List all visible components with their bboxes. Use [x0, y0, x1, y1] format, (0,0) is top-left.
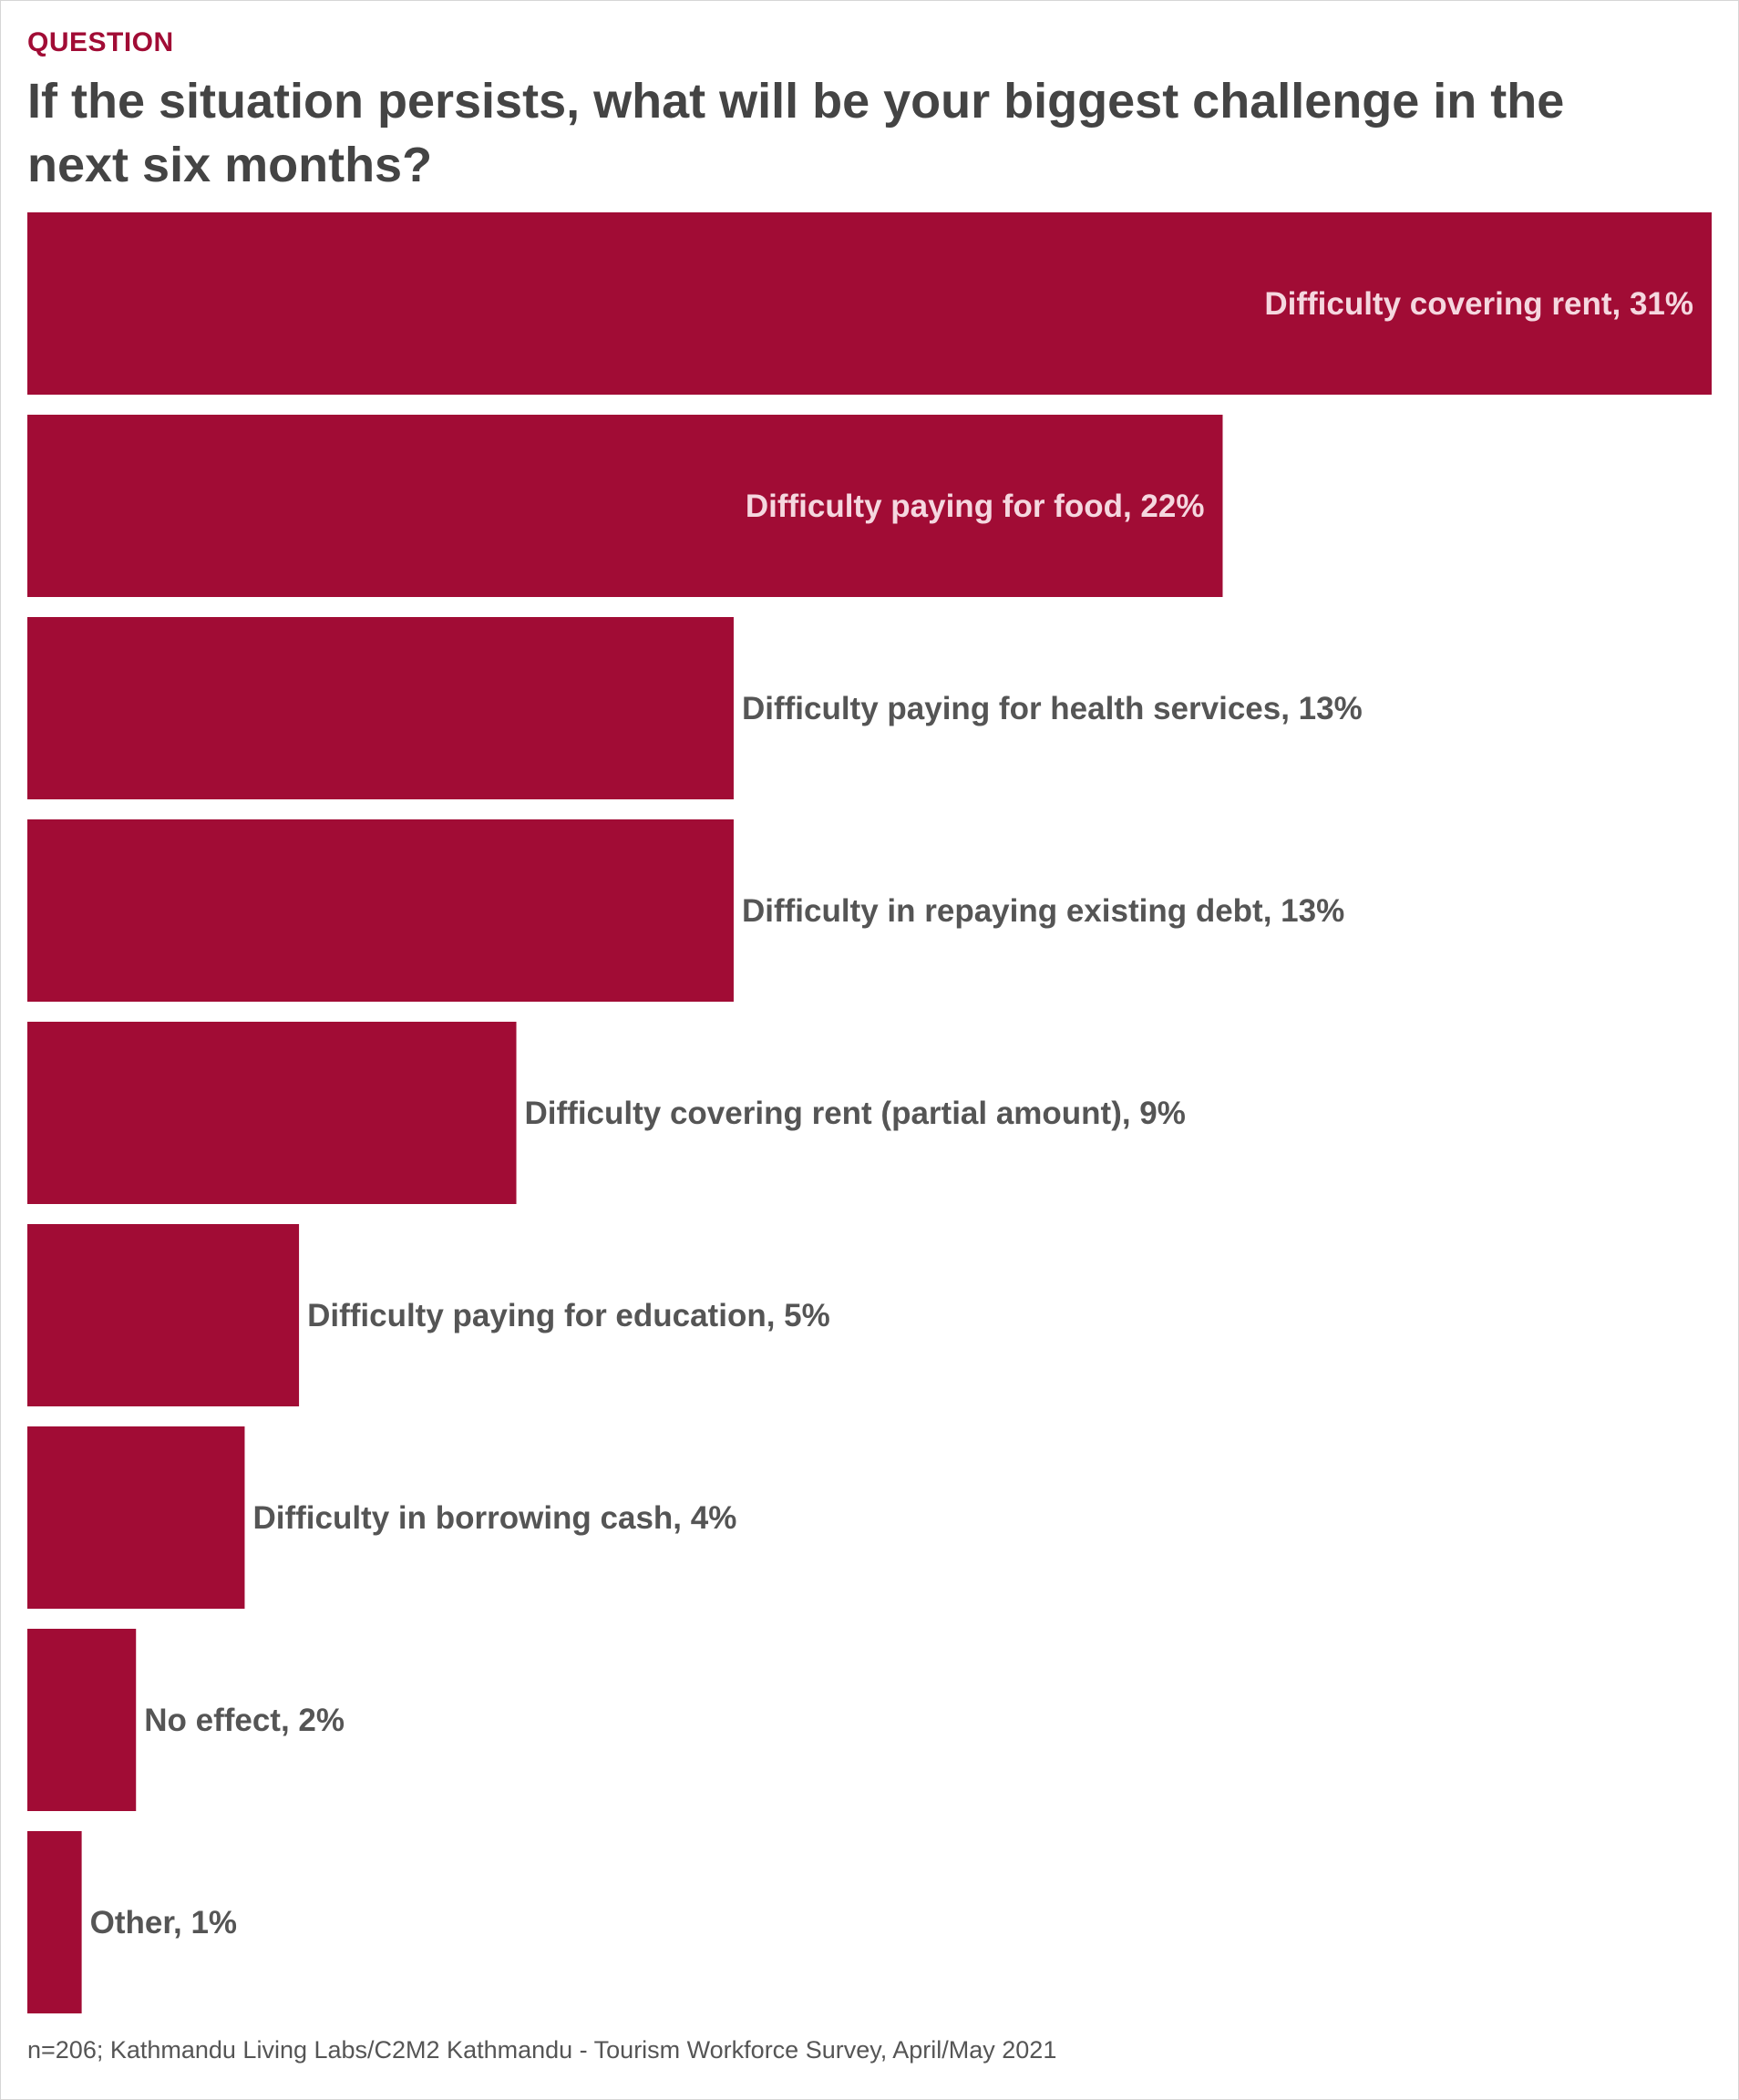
source-footnote: n=206; Kathmandu Living Labs/C2M2 Kathma…: [27, 2036, 1057, 2064]
bar-label-4: Difficulty covering rent (partial amount…: [525, 1096, 1186, 1131]
bar-label-3: Difficulty in repaying existing debt, 13…: [742, 893, 1344, 929]
bar-label-5: Difficulty paying for education, 5%: [307, 1298, 830, 1333]
bar-2: [27, 617, 734, 799]
bar-label-6: Difficulty in borrowing cash, 4%: [252, 1500, 736, 1536]
bar-6: [27, 1426, 245, 1609]
chart-title: If the situation persists, what will be …: [27, 74, 1565, 192]
bar-0: [27, 212, 1712, 395]
bar-label-7: No effect, 2%: [144, 1703, 345, 1738]
bar-label-2: Difficulty paying for health services, 1…: [742, 691, 1363, 726]
bar-label-0: Difficulty covering rent, 31%: [1264, 286, 1693, 322]
bar-7: [27, 1629, 137, 1811]
bar-4: [27, 1022, 517, 1204]
bar-8: [27, 1831, 82, 2013]
question-kicker: QUESTION: [27, 27, 174, 57]
bar-label-8: Other, 1%: [90, 1905, 237, 1940]
bar-3: [27, 819, 734, 1002]
bar-5: [27, 1224, 300, 1406]
bar-label-1: Difficulty paying for food, 22%: [746, 489, 1205, 524]
bar-1: [27, 415, 1223, 597]
